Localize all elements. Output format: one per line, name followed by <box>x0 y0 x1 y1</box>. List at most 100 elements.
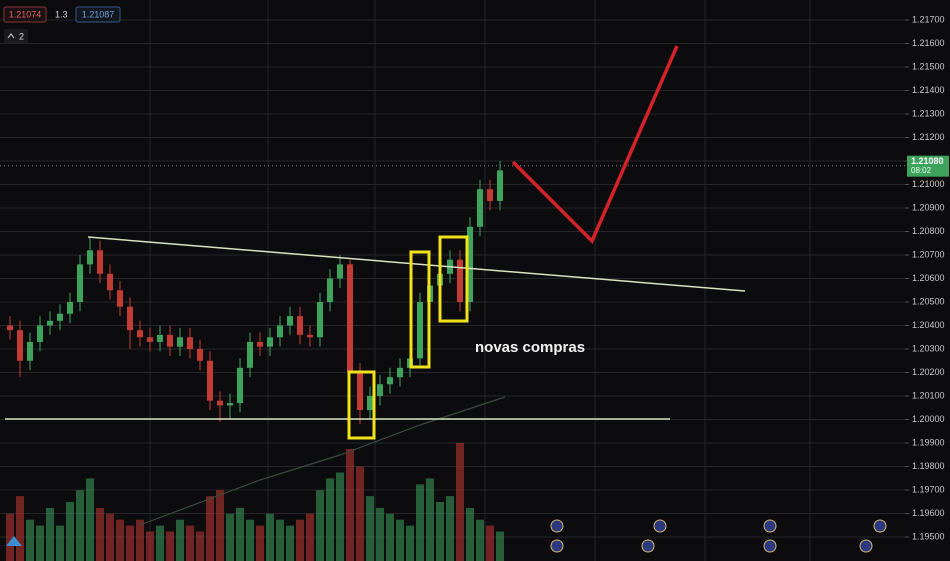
candle-body <box>177 337 183 347</box>
candle-body <box>287 316 293 326</box>
y-tick-label: 1.19600 <box>912 508 945 518</box>
candle-body <box>127 306 133 331</box>
y-tick-label: 1.19700 <box>912 484 945 494</box>
volume-bar <box>456 443 464 561</box>
volume-bar <box>86 478 94 561</box>
y-tick-label: 1.20800 <box>912 226 945 236</box>
candle-body <box>497 170 503 201</box>
candle-body <box>247 341 253 368</box>
volume-bar <box>126 525 134 561</box>
event-icon <box>641 539 655 553</box>
collapse-button[interactable] <box>4 29 28 43</box>
volume-bar <box>246 519 254 561</box>
event-icon <box>763 519 777 533</box>
candle-body <box>347 264 353 373</box>
y-tick-label: 1.19800 <box>912 461 945 471</box>
price-axis <box>905 0 950 561</box>
y-tick-label: 1.21400 <box>912 85 945 95</box>
candle-body <box>167 334 173 347</box>
candle-body <box>87 250 93 265</box>
volume-bar <box>236 507 244 561</box>
candle-body <box>307 334 313 338</box>
candle-body <box>217 400 223 406</box>
candle-body <box>487 189 493 201</box>
candle-body <box>397 367 403 378</box>
toolbar: 1.21074 1.3 1.21087 2 <box>3 6 121 43</box>
y-tick-label: 1.20600 <box>912 273 945 283</box>
event-icon <box>653 519 667 533</box>
volume-bar <box>446 496 454 561</box>
volume-bar <box>66 502 74 561</box>
volume-bar <box>106 513 114 561</box>
candle-body <box>207 360 213 401</box>
volume-bar <box>216 490 224 561</box>
volume-bar <box>256 525 264 561</box>
volume-bar <box>206 496 214 561</box>
projection <box>511 45 679 245</box>
candle-body <box>297 316 303 335</box>
y-tick-label: 1.20500 <box>912 296 945 306</box>
y-tick-label: 1.20700 <box>912 249 945 259</box>
ask-box[interactable] <box>75 6 121 23</box>
volume-bar <box>466 507 474 561</box>
volume-bar <box>266 513 274 561</box>
y-tick-label: 1.20200 <box>912 367 945 377</box>
candle-body <box>457 259 463 303</box>
candle-body <box>107 273 113 291</box>
moving-average <box>139 396 506 526</box>
candle-body <box>157 334 163 342</box>
volume-bar <box>496 531 504 561</box>
volume-bar <box>146 531 154 561</box>
candle-body <box>257 341 263 347</box>
candle-body <box>327 278 333 303</box>
candle-body <box>277 325 283 338</box>
y-tick-label: 1.21500 <box>912 61 945 71</box>
candle-body <box>367 396 373 411</box>
candle-body <box>377 384 383 397</box>
candle-body <box>227 403 233 406</box>
y-tick-label: 1.21700 <box>912 14 945 24</box>
candle-body <box>137 330 143 338</box>
volume-bar <box>196 531 204 561</box>
volume-bar <box>166 531 174 561</box>
y-tick-label: 1.19500 <box>912 531 945 541</box>
volume-bar <box>286 525 294 561</box>
volume-bar <box>366 496 374 561</box>
highlight-box <box>409 250 431 369</box>
volume-bar <box>326 478 334 561</box>
y-tick-label: 1.21300 <box>912 108 945 118</box>
volume-bar <box>276 519 284 561</box>
candle-body <box>147 337 153 342</box>
volume-bar <box>436 502 444 561</box>
y-tick-label: 1.20100 <box>912 390 945 400</box>
candle-body <box>197 349 203 361</box>
highlight-box <box>347 370 376 440</box>
candle-body <box>417 302 423 359</box>
volume-bar <box>486 525 494 561</box>
trend-line <box>87 236 746 292</box>
candle-body <box>57 313 63 321</box>
volume-bar <box>376 507 384 561</box>
volume-bar <box>36 525 44 561</box>
y-tick-label: 1.20900 <box>912 202 945 212</box>
volume-bar <box>136 519 144 561</box>
candle-body <box>17 330 23 361</box>
volume-bar <box>96 507 104 561</box>
volume-bar <box>16 496 24 561</box>
candle-body <box>47 320 53 326</box>
candle-body <box>267 337 273 347</box>
bid-box[interactable] <box>3 6 47 23</box>
volume-bar <box>336 472 344 561</box>
volume-bar <box>26 519 34 561</box>
volume-bar <box>406 525 414 561</box>
candle-body <box>357 372 363 411</box>
y-tick-label: 1.19900 <box>912 437 945 447</box>
volume-bar <box>46 507 54 561</box>
candle-body <box>97 250 103 274</box>
candle-body <box>77 264 83 303</box>
candle-body <box>67 302 73 314</box>
candle-body <box>7 325 13 331</box>
volume-bar <box>116 519 124 561</box>
candle-body <box>477 189 483 227</box>
